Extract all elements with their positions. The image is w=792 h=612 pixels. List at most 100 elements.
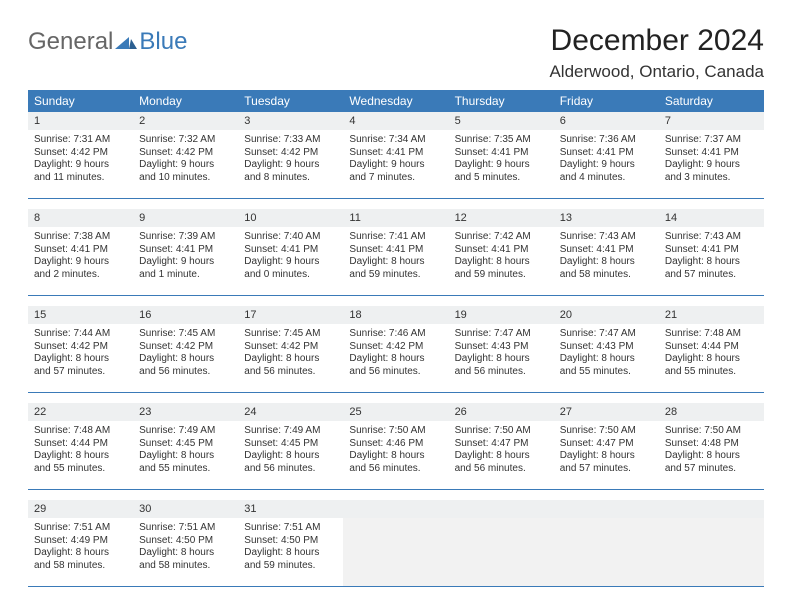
daynum-row: 15161718192021 (28, 306, 764, 324)
daynum-cell (449, 500, 554, 518)
day-cell: Sunrise: 7:50 AMSunset: 4:48 PMDaylight:… (659, 421, 764, 489)
day-d2: and 58 minutes. (34, 560, 127, 573)
day-d2: and 57 minutes. (560, 463, 653, 476)
daynum-cell: 10 (238, 209, 343, 227)
day-d1: Daylight: 9 hours (34, 159, 127, 172)
daynum-cell (343, 500, 448, 518)
day-d2: and 0 minutes. (244, 269, 337, 282)
dow-wednesday: Wednesday (343, 90, 448, 112)
day-d2: and 59 minutes. (455, 269, 548, 282)
day-d2: and 56 minutes. (244, 366, 337, 379)
daynum-cell: 17 (238, 306, 343, 324)
day-d2: and 3 minutes. (665, 172, 758, 185)
day-cell: Sunrise: 7:50 AMSunset: 4:46 PMDaylight:… (343, 421, 448, 489)
day-body: Sunrise: 7:36 AMSunset: 4:41 PMDaylight:… (554, 130, 659, 190)
day-d1: Daylight: 8 hours (34, 450, 127, 463)
daynum-cell: 18 (343, 306, 448, 324)
day-body: Sunrise: 7:44 AMSunset: 4:42 PMDaylight:… (28, 324, 133, 384)
day-cell: Sunrise: 7:50 AMSunset: 4:47 PMDaylight:… (554, 421, 659, 489)
day-body: Sunrise: 7:47 AMSunset: 4:43 PMDaylight:… (449, 324, 554, 384)
week-row: Sunrise: 7:31 AMSunset: 4:42 PMDaylight:… (28, 130, 764, 199)
day-sr: Sunrise: 7:39 AM (139, 231, 232, 244)
day-d1: Daylight: 8 hours (139, 353, 232, 366)
daynum-row: 891011121314 (28, 209, 764, 227)
day-d2: and 10 minutes. (139, 172, 232, 185)
month-title: December 2024 (549, 24, 764, 58)
day-body: Sunrise: 7:50 AMSunset: 4:47 PMDaylight:… (449, 421, 554, 481)
day-ss: Sunset: 4:50 PM (139, 535, 232, 548)
day-d2: and 55 minutes. (560, 366, 653, 379)
day-body: Sunrise: 7:34 AMSunset: 4:41 PMDaylight:… (343, 130, 448, 190)
day-d1: Daylight: 9 hours (139, 159, 232, 172)
day-d2: and 59 minutes. (244, 560, 337, 573)
calendar: Sunday Monday Tuesday Wednesday Thursday… (28, 90, 764, 587)
day-d1: Daylight: 8 hours (244, 353, 337, 366)
day-d2: and 55 minutes. (34, 463, 127, 476)
day-d2: and 11 minutes. (34, 172, 127, 185)
daynum-cell: 13 (554, 209, 659, 227)
day-d1: Daylight: 8 hours (349, 450, 442, 463)
dow-friday: Friday (554, 90, 659, 112)
day-ss: Sunset: 4:41 PM (665, 147, 758, 160)
day-sr: Sunrise: 7:36 AM (560, 134, 653, 147)
day-ss: Sunset: 4:42 PM (349, 341, 442, 354)
day-body: Sunrise: 7:31 AMSunset: 4:42 PMDaylight:… (28, 130, 133, 190)
day-sr: Sunrise: 7:31 AM (34, 134, 127, 147)
day-ss: Sunset: 4:42 PM (244, 341, 337, 354)
day-ss: Sunset: 4:42 PM (139, 147, 232, 160)
logo: General Blue (28, 24, 187, 56)
day-cell: Sunrise: 7:41 AMSunset: 4:41 PMDaylight:… (343, 227, 448, 295)
day-cell: Sunrise: 7:31 AMSunset: 4:42 PMDaylight:… (28, 130, 133, 198)
day-cell: Sunrise: 7:32 AMSunset: 4:42 PMDaylight:… (133, 130, 238, 198)
day-d1: Daylight: 8 hours (560, 450, 653, 463)
day-d2: and 8 minutes. (244, 172, 337, 185)
daynum-cell: 15 (28, 306, 133, 324)
day-d2: and 59 minutes. (349, 269, 442, 282)
daynum-cell: 6 (554, 112, 659, 130)
daynum-cell: 30 (133, 500, 238, 518)
daynum-cell: 3 (238, 112, 343, 130)
dow-monday: Monday (133, 90, 238, 112)
day-body: Sunrise: 7:42 AMSunset: 4:41 PMDaylight:… (449, 227, 554, 287)
daynum-cell: 2 (133, 112, 238, 130)
day-cell: Sunrise: 7:51 AMSunset: 4:50 PMDaylight:… (133, 518, 238, 586)
day-sr: Sunrise: 7:32 AM (139, 134, 232, 147)
day-ss: Sunset: 4:47 PM (560, 438, 653, 451)
day-cell (659, 518, 764, 586)
day-d1: Daylight: 9 hours (665, 159, 758, 172)
day-cell: Sunrise: 7:48 AMSunset: 4:44 PMDaylight:… (28, 421, 133, 489)
day-d2: and 56 minutes. (139, 366, 232, 379)
day-sr: Sunrise: 7:45 AM (244, 328, 337, 341)
day-ss: Sunset: 4:42 PM (34, 341, 127, 354)
day-d2: and 55 minutes. (665, 366, 758, 379)
logo-mark-icon (115, 28, 137, 56)
daynum-row: 293031 (28, 500, 764, 518)
day-cell (554, 518, 659, 586)
day-d2: and 4 minutes. (560, 172, 653, 185)
day-ss: Sunset: 4:41 PM (560, 147, 653, 160)
day-cell: Sunrise: 7:45 AMSunset: 4:42 PMDaylight:… (133, 324, 238, 392)
day-d2: and 5 minutes. (455, 172, 548, 185)
daynum-cell: 4 (343, 112, 448, 130)
day-ss: Sunset: 4:41 PM (560, 244, 653, 257)
day-d1: Daylight: 9 hours (34, 256, 127, 269)
day-sr: Sunrise: 7:38 AM (34, 231, 127, 244)
day-d2: and 56 minutes. (455, 366, 548, 379)
daynum-cell: 8 (28, 209, 133, 227)
day-cell: Sunrise: 7:51 AMSunset: 4:49 PMDaylight:… (28, 518, 133, 586)
day-cell (449, 518, 554, 586)
day-d1: Daylight: 9 hours (560, 159, 653, 172)
week-row: Sunrise: 7:51 AMSunset: 4:49 PMDaylight:… (28, 518, 764, 587)
day-d1: Daylight: 9 hours (244, 256, 337, 269)
day-body: Sunrise: 7:43 AMSunset: 4:41 PMDaylight:… (659, 227, 764, 287)
day-d1: Daylight: 8 hours (244, 450, 337, 463)
day-ss: Sunset: 4:43 PM (560, 341, 653, 354)
day-body: Sunrise: 7:41 AMSunset: 4:41 PMDaylight:… (343, 227, 448, 287)
day-body: Sunrise: 7:39 AMSunset: 4:41 PMDaylight:… (133, 227, 238, 287)
day-body: Sunrise: 7:51 AMSunset: 4:50 PMDaylight:… (133, 518, 238, 578)
day-cell: Sunrise: 7:35 AMSunset: 4:41 PMDaylight:… (449, 130, 554, 198)
day-d1: Daylight: 8 hours (455, 256, 548, 269)
daynum-cell: 23 (133, 403, 238, 421)
day-cell: Sunrise: 7:43 AMSunset: 4:41 PMDaylight:… (554, 227, 659, 295)
daynum-cell: 14 (659, 209, 764, 227)
